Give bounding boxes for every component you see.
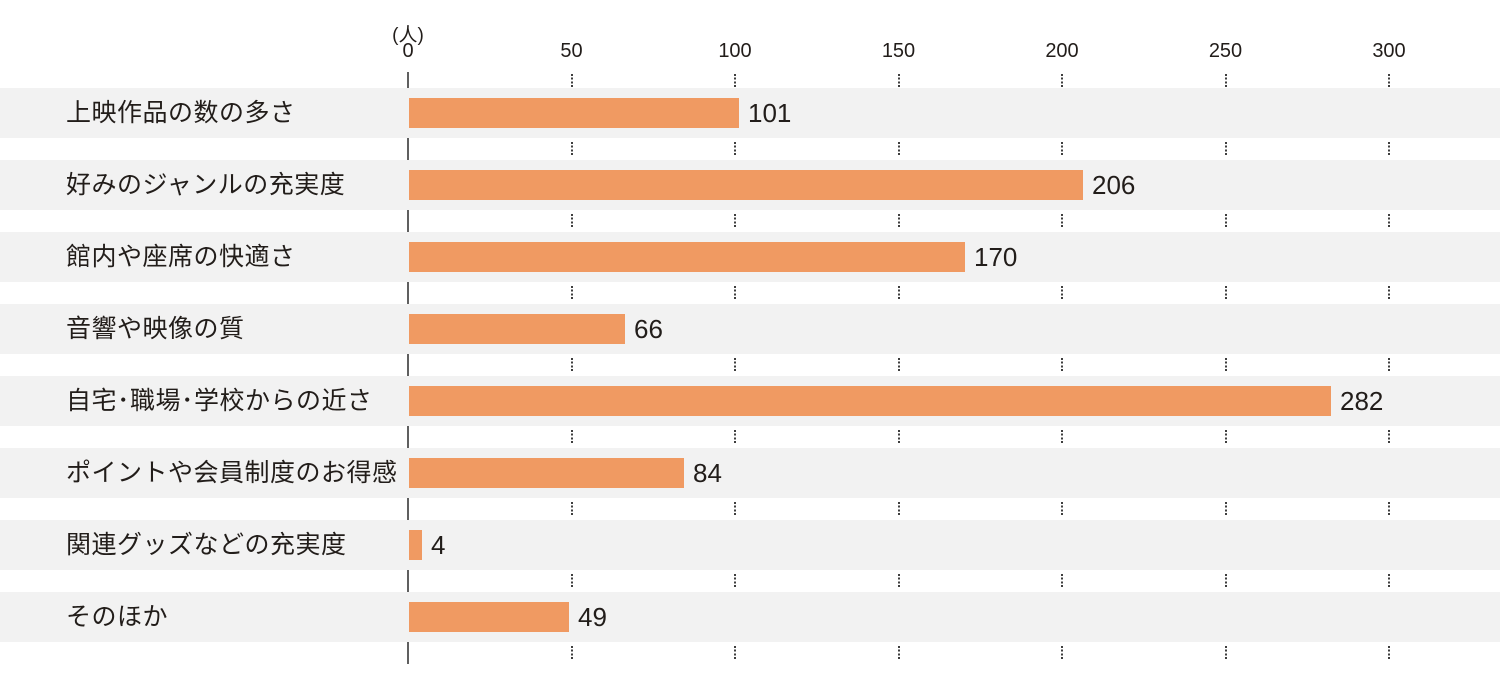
dotted-gridline-tick	[1224, 646, 1227, 660]
category-label: 好みのジャンルの充実度	[66, 171, 346, 199]
dotted-gridline-tick	[1388, 358, 1390, 372]
dotted-gridline-tick	[897, 430, 900, 444]
dotted-gridline-tick	[734, 358, 736, 372]
dotted-gridline-tick	[734, 142, 736, 156]
dotted-gridline-tick	[1224, 502, 1227, 516]
x-tick-label: 100	[718, 40, 752, 62]
category-label: ポイントや会員制度のお得感	[66, 459, 398, 487]
value-label: 4	[431, 530, 446, 560]
bar	[409, 98, 739, 128]
category-label: 自宅･職場･学校からの近さ	[66, 387, 373, 415]
dotted-gridline-tick	[570, 74, 573, 88]
value-label: 282	[1340, 386, 1384, 416]
category-label: 館内や座席の快適さ	[66, 243, 296, 271]
bar	[409, 458, 684, 488]
dotted-gridline-tick	[1224, 74, 1227, 88]
dotted-gridline-tick	[1388, 142, 1390, 156]
x-tick-label: 50	[560, 40, 583, 62]
dotted-gridline-tick	[897, 574, 900, 588]
dotted-gridline-tick	[1388, 646, 1390, 660]
dotted-gridline-tick	[1224, 286, 1227, 300]
dotted-gridline-tick	[897, 214, 900, 228]
dotted-gridline-tick	[1388, 74, 1390, 88]
dotted-gridline-tick	[1061, 358, 1063, 372]
dotted-gridline-tick	[734, 214, 736, 228]
dotted-gridline-tick	[1061, 142, 1063, 156]
dotted-gridline-tick	[570, 214, 573, 228]
dotted-gridline-tick	[1224, 430, 1227, 444]
axis-unit-label: (人)	[392, 25, 424, 46]
dotted-gridline-tick	[1388, 286, 1390, 300]
dotted-gridline-tick	[897, 646, 900, 660]
dotted-gridline-tick	[570, 358, 573, 372]
row-band: 上映作品の数の多さ 101	[0, 88, 1500, 138]
bar	[409, 314, 625, 344]
value-label: 66	[634, 314, 663, 344]
dotted-gridline-tick	[734, 646, 736, 660]
dotted-gridline-tick	[1224, 214, 1227, 228]
bar	[409, 170, 1083, 200]
dotted-gridline-tick	[1061, 74, 1063, 88]
dotted-gridline-tick	[897, 502, 900, 516]
row-band: 音響や映像の質 66	[0, 304, 1500, 354]
y-axis-baseline	[407, 72, 409, 664]
dotted-gridline-tick	[1388, 502, 1390, 516]
dotted-gridline-tick	[1061, 646, 1063, 660]
category-label: 音響や映像の質	[66, 315, 245, 343]
row-band: 関連グッズなどの充実度 4	[0, 520, 1500, 570]
dotted-gridline-tick	[897, 358, 900, 372]
x-tick-label: 200	[1045, 40, 1079, 62]
dotted-gridline-tick	[1224, 358, 1227, 372]
dotted-gridline-tick	[570, 142, 573, 156]
dotted-gridline-tick	[1388, 574, 1390, 588]
x-tick-label: 150	[881, 40, 916, 62]
dotted-gridline-tick	[897, 142, 900, 156]
value-label: 170	[974, 242, 1018, 272]
dotted-gridline-tick	[570, 502, 573, 516]
bar	[409, 602, 569, 632]
dotted-gridline-tick	[1061, 286, 1063, 300]
dotted-gridline-tick	[1388, 214, 1390, 228]
value-label: 206	[1092, 170, 1136, 200]
category-label: 上映作品の数の多さ	[66, 99, 296, 127]
dotted-gridline-tick	[734, 430, 736, 444]
row-band: 好みのジャンルの充実度 206	[0, 160, 1500, 210]
x-tick-label: 0	[402, 40, 414, 62]
dotted-gridline-tick	[734, 574, 736, 588]
dotted-gridline-tick	[734, 74, 736, 88]
value-label: 84	[693, 458, 722, 488]
dotted-gridline-tick	[1061, 430, 1063, 444]
dotted-gridline-tick	[570, 574, 573, 588]
value-label: 49	[578, 602, 607, 632]
row-band: 自宅･職場･学校からの近さ 282	[0, 376, 1500, 426]
dotted-gridline-tick	[734, 286, 736, 300]
dotted-gridline-tick	[897, 74, 900, 88]
row-band: ポイントや会員制度のお得感 84	[0, 448, 1500, 498]
dotted-gridline-tick	[734, 502, 736, 516]
dotted-gridline-tick	[1061, 574, 1063, 588]
dotted-gridline-tick	[570, 286, 573, 300]
dotted-gridline-tick	[1388, 430, 1390, 444]
bar	[409, 530, 422, 560]
bar	[409, 386, 1331, 416]
dotted-gridline-tick	[1061, 502, 1063, 516]
category-label: そのほか	[66, 603, 169, 631]
dotted-gridline-tick	[570, 646, 573, 660]
value-label: 101	[748, 98, 792, 128]
dotted-gridline-tick	[570, 430, 573, 444]
dotted-gridline-tick	[897, 286, 900, 300]
dotted-gridline-tick	[1061, 214, 1063, 228]
row-band: そのほか 49	[0, 592, 1500, 642]
x-tick-label: 250	[1208, 40, 1243, 62]
row-band: 館内や座席の快適さ 170	[0, 232, 1500, 282]
x-tick-label: 300	[1372, 40, 1406, 62]
category-label: 関連グッズなどの充実度	[66, 531, 347, 559]
dotted-gridline-tick	[1224, 574, 1227, 588]
bar	[409, 242, 965, 272]
dotted-gridline-tick	[1224, 142, 1227, 156]
